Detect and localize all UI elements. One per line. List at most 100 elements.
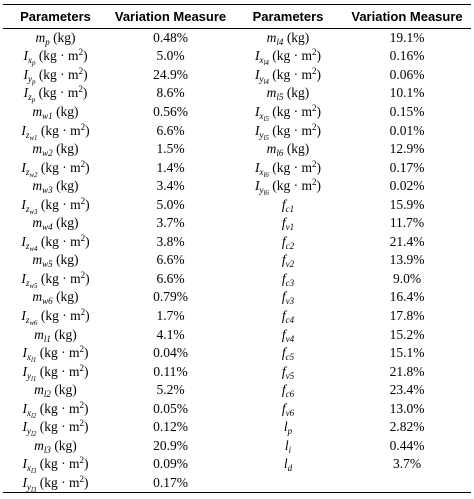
variation-cell-right: 0.44% [389, 437, 425, 453]
variation-cell-left: 0.11% [153, 363, 188, 379]
parameter-cell-left: Ixl3 (kg · m2) [22, 455, 89, 476]
variation-cell-left: 5.0% [156, 48, 185, 64]
table-header: Parameters Variation Measure Parameters … [3, 4, 471, 29]
parameter-cell-right: fv4 [281, 326, 295, 344]
variation-cell-left: 1.4% [156, 159, 185, 175]
parameter-cell-left: mw3 (kg) [32, 178, 79, 196]
parameter-cell-left: ml2 (kg) [34, 382, 77, 400]
table-row: Iyl1 (kg · m2) 0.11% fv5 21.8% [3, 362, 471, 383]
variation-cell-right: 0.16% [389, 48, 425, 64]
table-row: ml2 (kg) 5.2% fc6 23.4% [3, 381, 471, 400]
parameter-variation-table: Parameters Variation Measure Parameters … [3, 4, 471, 493]
parameter-cell-right: ld [283, 456, 293, 474]
variation-cell-right: 12.9% [389, 141, 425, 157]
variation-cell-right: 15.1% [389, 345, 425, 361]
variation-cell-right: 13.9% [389, 252, 425, 268]
variation-cell-left: 0.05% [153, 400, 188, 416]
table-row: mw5 (kg) 6.6% fv2 13.9% [3, 251, 471, 270]
table-row: Izw2 (kg · m2) 1.4% Ixl6 (kg · m2) 0.17% [3, 158, 471, 178]
parameter-cell-left: mw4 (kg) [32, 215, 79, 233]
table-row: Ixl1 (kg · m2) 0.04% fc5 15.1% [3, 344, 471, 365]
table-row: mw3 (kg) 3.4% Iyl6 (kg · m2) 0.02% [3, 177, 471, 198]
variation-cell-left: 0.48% [153, 30, 188, 46]
parameter-cell-left: Iyl1 (kg · m2) [22, 362, 89, 383]
variation-cell-left: 0.04% [153, 345, 188, 361]
parameter-cell-right: ml6 (kg) [266, 141, 310, 159]
table-row: mw2 (kg) 1.5% ml6 (kg) 12.9% [3, 140, 471, 159]
header-variation-left: Variation Measure [108, 4, 233, 29]
parameter-cell-left: Ixl2 (kg · m2) [22, 399, 89, 420]
variation-cell-right: 16.4% [389, 289, 425, 305]
variation-cell-left: 0.09% [153, 456, 188, 472]
table-row: ml1 (kg) 4.1% fv4 15.2% [3, 325, 471, 344]
parameter-cell-left: Iyl2 (kg · m2) [22, 418, 89, 439]
table-row: Izw4 (kg · m2) 3.8% fc2 21.4% [3, 233, 471, 252]
variation-cell-right: 17.8% [389, 307, 425, 323]
parameter-cell-left: Izw6 (kg · m2) [21, 306, 90, 327]
variation-cell-right: 0.02% [389, 178, 425, 194]
variation-cell-left: 24.9% [153, 66, 188, 82]
variation-cell-left: 6.6% [156, 270, 185, 286]
variation-cell-right: 11.7% [389, 215, 425, 231]
table-row: Iyl2 (kg · m2) 0.12% lp 2.82% [3, 418, 471, 439]
table-row: Izw1 (kg · m2) 6.6% Iyl5 (kg · m2) 0.01% [3, 121, 471, 142]
table-row: mw6 (kg) 0.79% fv3 16.4% [3, 288, 471, 307]
parameter-cell-right: lp [283, 419, 293, 437]
parameter-cell-left: Izw3 (kg · m2) [21, 195, 90, 216]
variation-cell-right: 0.01% [389, 122, 425, 138]
parameter-cell-right: Iyl6 (kg · m2) [254, 177, 322, 198]
parameter-cell-right: ml4 (kg) [266, 30, 310, 48]
variation-cell-right: 9.0% [392, 270, 422, 286]
table-row: Izw5 (kg · m2) 6.6% fc3 9.0% [3, 270, 471, 289]
parameter-cell-left: ml1 (kg) [34, 326, 77, 344]
variation-cell-right: 13.0% [389, 400, 425, 416]
variation-cell-left: 3.4% [156, 178, 185, 194]
parameter-cell-right: ml5 (kg) [266, 85, 310, 103]
table-row: mw1 (kg) 0.56% Ixl5 (kg · m2) 0.15% [3, 103, 471, 122]
parameter-cell-left: mw6 (kg) [32, 289, 79, 307]
table-body: mp (kg) 0.48% ml4 (kg) 19.1% Ixp (kg · m2) 5.… [3, 29, 471, 493]
variation-cell-left: 1.5% [156, 141, 185, 157]
variation-cell-right: 23.4% [389, 382, 425, 398]
parameter-cell-left: Ixp (kg · m2) [23, 47, 88, 68]
variation-cell-left: 1.7% [156, 307, 185, 323]
parameter-cell-right: fc1 [281, 196, 295, 214]
variation-cell-left: 0.17% [108, 473, 233, 493]
table-row: mp (kg) 0.48% ml4 (kg) 19.1% [3, 29, 471, 48]
parameter-cell-left: Iyp (kg · m2) [23, 65, 88, 86]
parameter-cell-right: fc2 [281, 233, 295, 251]
parameter-cell-right: fv3 [281, 289, 295, 307]
parameter-cell-right: fc6 [281, 382, 295, 400]
header-variation-right: Variation Measure [343, 4, 471, 29]
parameter-cell-left: Izw1 (kg · m2) [21, 121, 90, 142]
variation-cell-right: 0.06% [389, 66, 425, 82]
header-parameters-right: Parameters [233, 4, 343, 29]
variation-cell-left: 8.6% [156, 85, 185, 101]
variation-cell-right: 2.82% [389, 419, 425, 435]
parameter-cell-left: mw1 (kg) [32, 103, 79, 121]
variation-cell-left: 0.79% [153, 289, 188, 305]
variation-cell-left: 6.6% [156, 252, 185, 268]
parameter-cell-right: li [284, 437, 292, 455]
variation-cell-left: 0.56% [153, 103, 188, 119]
table-row: Izp (kg · m2) 8.6% ml5 (kg) 10.1% [3, 84, 471, 105]
table-row: ml3 (kg) 20.9% li 0.44% [3, 437, 471, 456]
table-row: Ixp (kg · m2) 5.0% Ixl4 (kg · m2) 0.16% [3, 47, 471, 68]
parameter-cell-left: mw2 (kg) [32, 141, 79, 159]
variation-cell-left: 3.8% [156, 233, 185, 249]
parameter-cell-left: mw5 (kg) [32, 252, 79, 270]
variation-cell-right: 19.1% [389, 30, 425, 46]
table-row: Iyl3 (kg · m2) 0.17% [3, 473, 471, 493]
variation-cell-right: 0.15% [389, 103, 425, 119]
variation-cell-left: 3.7% [156, 215, 185, 231]
parameter-cell-right: fv5 [281, 363, 295, 381]
parameter-cell-left: Ixl1 (kg · m2) [22, 344, 89, 365]
variation-cell-left: 5.2% [156, 382, 185, 398]
parameter-cell-right: fv1 [281, 215, 295, 233]
parameter-cell-right [233, 473, 343, 493]
parameter-cell-left: Izw4 (kg · m2) [21, 232, 90, 253]
variation-cell-right: 15.2% [389, 326, 425, 342]
parameter-cell-left: Izp (kg · m2) [23, 84, 88, 105]
header-parameters-left: Parameters [3, 4, 108, 29]
table-row: Iyp (kg · m2) 24.9% Iyl4 (kg · m2) 0.06% [3, 66, 471, 85]
